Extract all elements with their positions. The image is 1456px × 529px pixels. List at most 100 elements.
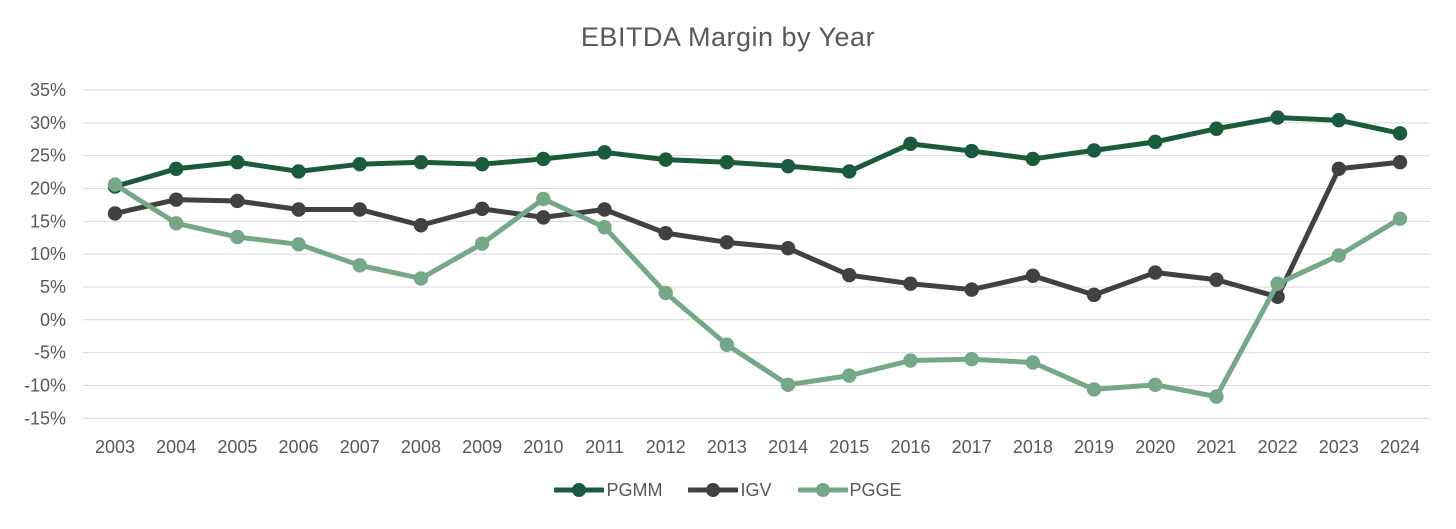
data-point-pgmm-2004 (168, 161, 184, 176)
data-point-pgge-2022 (1270, 276, 1285, 291)
legend-item-igv: IGV (688, 480, 772, 500)
legend-label-pgge: PGGE (849, 480, 902, 500)
x-axis-tick-label: 2003 (95, 437, 135, 457)
data-point-igv-2020 (1148, 265, 1163, 280)
data-point-pgge-2017 (964, 352, 979, 367)
data-point-igv-2011 (597, 202, 612, 217)
legend-marker-pgge (797, 483, 848, 497)
x-axis-tick-label: 2013 (707, 437, 747, 457)
data-point-pgge-2013 (719, 337, 735, 352)
legend-item-pgge: PGGE (797, 480, 902, 500)
data-point-pgmm-2021 (1209, 121, 1224, 136)
data-point-igv-2003 (107, 206, 123, 221)
x-axis-tick-label: 2015 (829, 437, 869, 457)
data-point-pgge-2015 (842, 368, 857, 383)
x-axis-tick-label: 2017 (952, 437, 992, 457)
legend-label-pgmm: PGMM (606, 480, 663, 500)
data-point-pgge-2014 (780, 377, 796, 393)
y-axis-tick-label: -5% (34, 343, 66, 363)
data-point-pgmm-2015 (842, 164, 857, 179)
y-axis-tick-label: -10% (24, 375, 66, 395)
data-point-pgge-2008 (413, 271, 429, 286)
chart-title: EBITDA Margin by Year (580, 22, 876, 52)
data-point-igv-2005 (230, 193, 245, 209)
x-axis-tick-label: 2014 (768, 437, 808, 457)
data-point-pgge-2018 (1025, 355, 1041, 370)
data-point-pgge-2004 (168, 216, 184, 231)
x-axis-tick-label: 2016 (890, 437, 930, 457)
x-axis-tick-label: 2012 (646, 437, 686, 457)
data-point-pgmm-2022 (1270, 110, 1285, 125)
x-axis-tick-label: 2024 (1380, 437, 1420, 457)
data-point-pgmm-2012 (658, 152, 673, 167)
data-point-pgmm-2008 (413, 155, 429, 170)
data-point-igv-2023 (1331, 161, 1347, 176)
data-point-pgge-2021 (1209, 389, 1224, 404)
x-axis-tick-label: 2021 (1196, 437, 1236, 457)
y-axis-tick-label: 35% (30, 80, 66, 100)
data-point-igv-2017 (964, 282, 979, 297)
chart-legend: PGMM IGV PGGE (0, 481, 1456, 499)
x-axis-tick-label: 2006 (279, 437, 319, 457)
data-point-pgge-2023 (1331, 248, 1347, 263)
data-point-igv-2016 (903, 276, 918, 291)
x-axis-tick-label: 2019 (1074, 437, 1114, 457)
data-point-igv-2021 (1209, 272, 1224, 287)
y-axis-tick-label: 15% (30, 211, 66, 231)
data-point-igv-2004 (168, 192, 184, 207)
x-axis-tick-label: 2023 (1319, 437, 1359, 457)
x-axis-tick-label: 2004 (156, 437, 196, 457)
data-point-pgmm-2014 (780, 158, 796, 174)
legend-marker-pgmm (554, 483, 605, 497)
data-point-pgmm-2005 (230, 155, 245, 170)
y-axis-tick-label: 20% (30, 178, 66, 198)
data-point-pgge-2003 (107, 177, 123, 192)
data-point-pgmm-2018 (1025, 151, 1041, 167)
x-axis-tick-label: 2009 (462, 437, 502, 457)
data-point-pgge-2010 (536, 191, 551, 207)
data-point-pgge-2009 (474, 236, 490, 251)
data-point-igv-2012 (658, 225, 673, 241)
data-point-pgmm-2009 (474, 156, 490, 172)
data-point-igv-2007 (352, 202, 367, 217)
x-axis-tick-label: 2010 (523, 437, 563, 457)
data-point-pgmm-2006 (291, 164, 306, 179)
data-point-pgmm-2023 (1331, 113, 1347, 128)
data-point-igv-2024 (1392, 155, 1408, 170)
data-point-pgge-2012 (658, 285, 673, 301)
y-axis-tick-label: 25% (30, 146, 66, 166)
x-axis-tick-label: 2022 (1258, 437, 1298, 457)
data-point-igv-2015 (842, 267, 857, 283)
data-point-pgmm-2013 (719, 155, 735, 170)
data-point-igv-2009 (474, 201, 490, 217)
y-axis-tick-label: 5% (40, 277, 66, 297)
data-point-pgmm-2010 (536, 151, 551, 167)
data-point-pgge-2016 (903, 353, 918, 368)
y-axis-tick-label: 10% (30, 244, 66, 264)
x-axis-tick-label: 2020 (1135, 437, 1175, 457)
data-point-pgge-2019 (1086, 382, 1102, 397)
data-point-pgmm-2007 (352, 156, 367, 172)
data-point-pgge-2005 (230, 229, 245, 245)
data-point-pgmm-2017 (964, 143, 979, 159)
data-point-igv-2013 (719, 235, 735, 250)
data-point-pgge-2007 (352, 258, 367, 273)
data-point-igv-2018 (1025, 268, 1041, 284)
x-axis-tick-label: 2007 (340, 437, 380, 457)
data-point-igv-2010 (536, 210, 551, 225)
x-axis-tick-label: 2018 (1013, 437, 1053, 457)
data-point-pgmm-2011 (597, 145, 612, 160)
x-axis-tick-label: 2005 (217, 437, 257, 457)
data-point-pgge-2011 (597, 220, 612, 235)
data-point-pgmm-2024 (1392, 126, 1408, 141)
y-axis-tick-label: 30% (30, 113, 66, 133)
data-point-pgge-2020 (1148, 377, 1163, 393)
legend-marker-igv (688, 483, 739, 497)
legend-item-pgmm: PGMM (554, 481, 662, 499)
x-axis-tick-label: 2008 (401, 437, 441, 457)
data-point-igv-2008 (413, 218, 429, 233)
data-point-pgmm-2020 (1148, 134, 1163, 150)
legend-label-igv: IGV (740, 480, 772, 500)
